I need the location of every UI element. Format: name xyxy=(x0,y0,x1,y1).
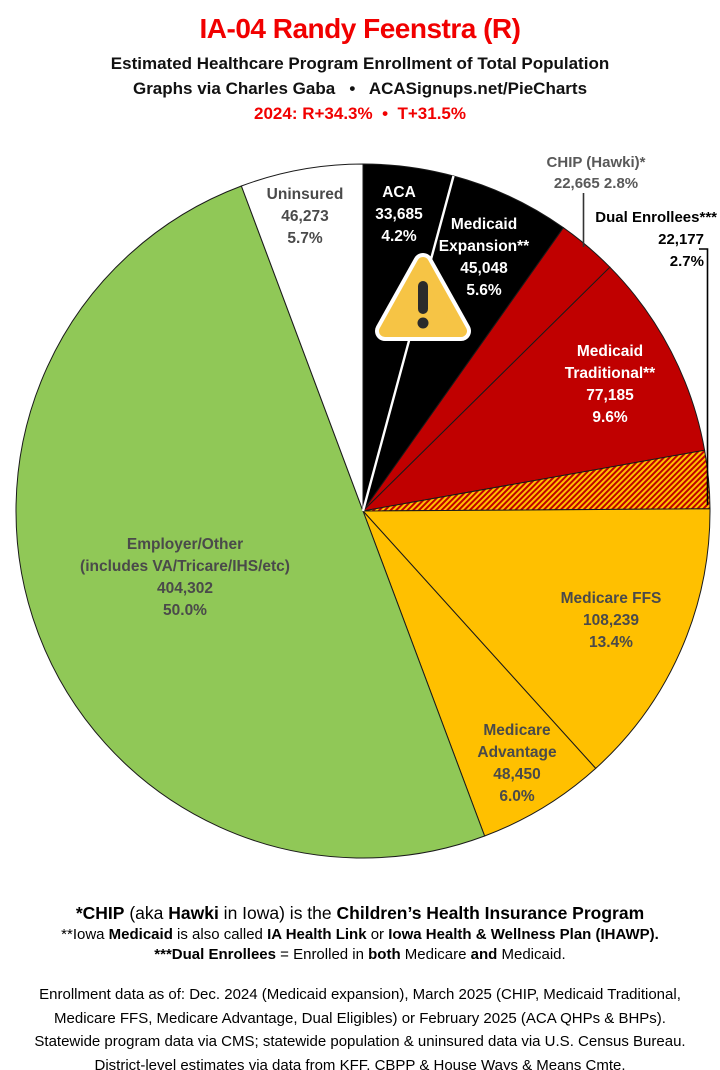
credit-line: Graphs via Charles Gaba • ACASignups.net… xyxy=(132,79,588,98)
slice-separators xyxy=(361,175,455,512)
white-separator-line xyxy=(361,175,455,512)
leader-lines xyxy=(582,193,709,505)
pie-slice-medicare-ffs xyxy=(361,508,711,770)
footnote-dual-enrollees: ***Dual Enrollees = Enrolled in both Med… xyxy=(154,945,566,963)
header: IA-04 Randy Feenstra (R) Estimated Healt… xyxy=(0,0,720,124)
source-line: Statewide program data via CMS; statewid… xyxy=(34,1033,686,1050)
footnote-medicaid: **Iowa Medicaid is also called IA Health… xyxy=(61,926,659,943)
label-dual-enrollees: Dual Enrollees*** 22,177 2.7% xyxy=(595,209,717,270)
label-chip: CHIP (Hawki)* 22,665 2.8% xyxy=(546,154,646,192)
source-line: Enrollment data as of: Dec. 2024 (Medica… xyxy=(39,986,681,1003)
footnote-chip: *CHIP (aka Hawki in Iowa) is the Childre… xyxy=(75,903,645,923)
footnotes: *CHIP (aka Hawki in Iowa) is the Childre… xyxy=(0,901,720,964)
label-medicaid-traditional: Medicaid Traditional** 77,185 9.6% xyxy=(564,343,656,426)
dual-enrollees-leader-line xyxy=(699,248,709,505)
source-line: District-level estimates via data from K… xyxy=(94,1056,626,1070)
data-sources: Enrollment data as of: Dec. 2024 (Medica… xyxy=(0,983,720,1070)
warning-exclamation-dot xyxy=(417,317,429,329)
pie-slice-employer-other xyxy=(15,185,486,859)
label-uninsured: Uninsured 46,273 5.7% xyxy=(266,186,344,247)
page-title: IA-04 Randy Feenstra (R) xyxy=(199,13,521,44)
label-aca: ACA 33,685 4.2% xyxy=(375,184,423,245)
pie-slice-medicaid-traditional xyxy=(361,266,706,512)
label-employer-other: Employer/Other (includes VA/Tricare/IHS/… xyxy=(80,536,290,619)
label-medicaid-expansion: Medicaid Expansion** 45,048 5.6% xyxy=(438,216,530,299)
pie-slice-medicare-advantage xyxy=(362,510,597,837)
partisan-lean-line: 2024: R+34.3% • T+31.5% xyxy=(254,104,466,123)
label-medicare-ffs: Medicare FFS 108,239 13.4% xyxy=(560,590,662,651)
warning-triangle-icon xyxy=(375,253,471,341)
pie-slice-uninsured xyxy=(240,163,364,512)
chart-subtitle: Estimated Healthcare Program Enrollment … xyxy=(110,54,610,73)
source-line: Medicare FFS, Medicare Advantage, Dual E… xyxy=(54,1009,666,1027)
label-medicare-advantage: Medicare Advantage 48,450 6.0% xyxy=(477,722,557,805)
